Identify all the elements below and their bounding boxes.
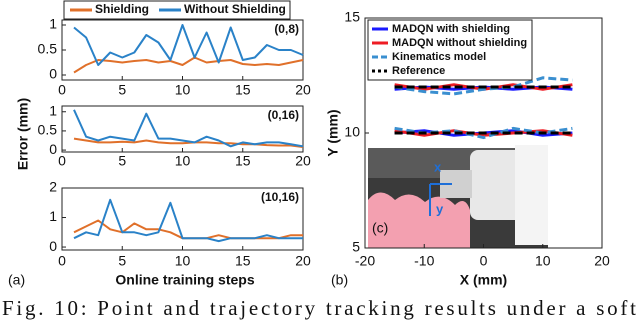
inset-photo: x y (c) bbox=[368, 145, 548, 248]
y-tick-label: 15 bbox=[344, 9, 360, 25]
caption: Fig. 10: Point and trajectory tracking r… bbox=[2, 296, 636, 320]
axis-name: x bbox=[434, 159, 442, 174]
x-axis-label: Online training steps bbox=[115, 272, 254, 288]
plot-frame bbox=[61, 19, 304, 81]
legend-box bbox=[367, 19, 533, 81]
panel-label: (b) bbox=[331, 272, 348, 288]
y-tick-label: 1 bbox=[49, 102, 57, 118]
x-tick-label: 5 bbox=[118, 82, 126, 98]
x-tick-label: -10 bbox=[414, 253, 434, 269]
x-tick-label: 15 bbox=[235, 253, 251, 269]
legend-label: Reference bbox=[392, 65, 445, 77]
panel-label: (a) bbox=[8, 272, 25, 288]
x-tick-label: 15 bbox=[235, 153, 251, 169]
y-axis-label: Y (mm) bbox=[325, 109, 341, 156]
annotation: (10,16) bbox=[261, 190, 299, 204]
series-line bbox=[73, 56, 304, 74]
legend-label: Without Shielding bbox=[184, 2, 286, 16]
legend-label: MADQN without shielding bbox=[392, 37, 527, 49]
x-tick-label: 5 bbox=[118, 253, 126, 269]
y-tick-label: 0 bbox=[49, 66, 57, 82]
x-tick-label: 5 bbox=[118, 153, 126, 169]
series-line bbox=[394, 85, 573, 137]
x-tick-label: 0 bbox=[480, 253, 488, 269]
sponge bbox=[368, 192, 470, 248]
series-line bbox=[73, 24, 304, 66]
x-axis-label: X (mm) bbox=[460, 272, 507, 288]
y-tick-label: 0 bbox=[49, 238, 57, 254]
x-tick-label: -20 bbox=[355, 253, 375, 269]
y-tick-label: 5 bbox=[352, 239, 360, 255]
y-tick-label: 0 bbox=[49, 141, 57, 157]
gripper bbox=[470, 150, 526, 220]
x-tick-label: 20 bbox=[295, 153, 311, 169]
x-tick-label: 10 bbox=[535, 253, 551, 269]
x-tick-label: 10 bbox=[175, 82, 191, 98]
series-line bbox=[73, 137, 304, 148]
inset-label: (c) bbox=[372, 220, 388, 236]
y-tick-label: 1 bbox=[49, 208, 57, 224]
axis-name: y bbox=[436, 201, 444, 216]
x-tick-label: 0 bbox=[58, 253, 66, 269]
gripper bbox=[515, 145, 548, 245]
x-tick-label: 0 bbox=[58, 153, 66, 169]
y-tick-label: 0.5 bbox=[38, 122, 58, 138]
legend-label: Shielding bbox=[95, 2, 149, 16]
y-tick-label: 1 bbox=[49, 16, 57, 32]
series-line bbox=[394, 85, 573, 135]
annotation: (0,16) bbox=[268, 108, 299, 122]
y-tick-label: 2 bbox=[49, 179, 57, 195]
legend-label: MADQN with shielding bbox=[392, 23, 510, 35]
x-tick-label: 20 bbox=[295, 82, 311, 98]
x-tick-label: 0 bbox=[58, 82, 66, 98]
x-tick-label: 10 bbox=[175, 153, 191, 169]
x-tick-label: 20 bbox=[295, 253, 311, 269]
annotation: (0,8) bbox=[274, 22, 299, 36]
series-line bbox=[73, 198, 303, 243]
x-tick-label: 10 bbox=[175, 253, 191, 269]
y-tick-label: 0.5 bbox=[38, 41, 58, 57]
x-tick-label: 15 bbox=[235, 82, 251, 98]
legend-label: Kinematics model bbox=[392, 51, 486, 63]
y-tick-label: 10 bbox=[344, 124, 360, 140]
x-tick-label: 20 bbox=[594, 253, 610, 269]
y-axis-label: Error (mm) bbox=[15, 98, 31, 170]
series-line bbox=[73, 109, 304, 148]
